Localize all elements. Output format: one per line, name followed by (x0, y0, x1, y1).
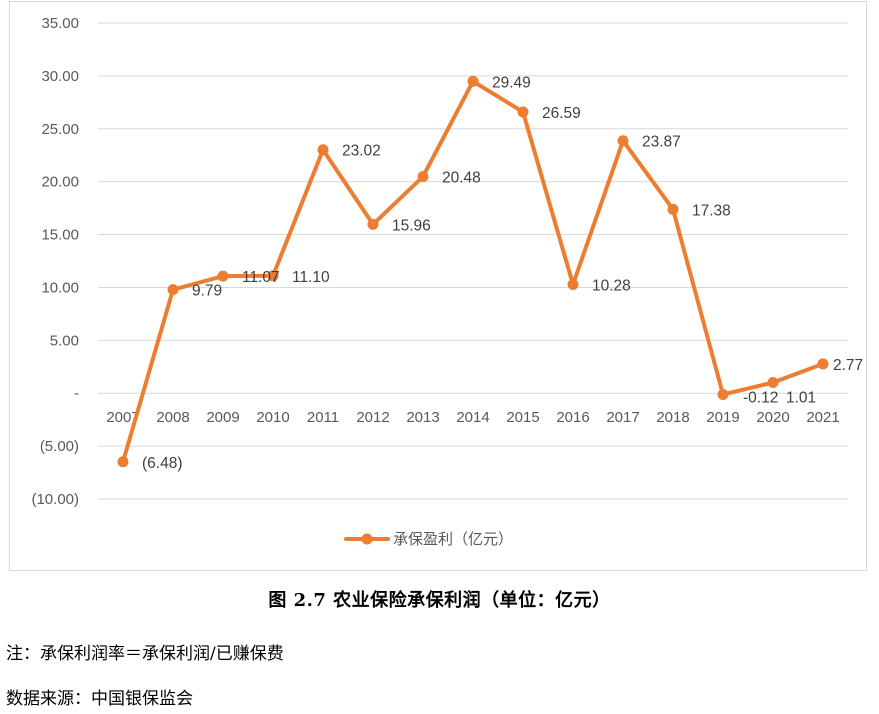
y-tick-label: 20.00 (41, 174, 79, 191)
data-point (317, 144, 329, 156)
x-tick-label: 2017 (606, 409, 639, 426)
data-point (517, 106, 529, 118)
x-tick-label: 2016 (556, 409, 589, 426)
data-label: 10.28 (592, 277, 631, 294)
y-tick-label: 35.00 (41, 15, 79, 32)
data-label: 20.48 (442, 170, 481, 187)
x-tick-label: 2020 (756, 409, 789, 426)
y-tick-label: (10.00) (31, 491, 79, 508)
y-tick-label: (5.00) (40, 438, 79, 455)
data-label: 9.79 (192, 283, 222, 300)
data-point (467, 75, 479, 87)
data-label: (6.48) (142, 455, 183, 472)
data-point (217, 270, 229, 282)
x-tick-label: 2014 (456, 409, 489, 426)
x-tick-label: 2013 (406, 409, 439, 426)
x-tick-label: 2010 (256, 409, 289, 426)
data-label: 11.10 (292, 269, 330, 286)
x-tick-label: 2007 (106, 409, 139, 426)
data-label: 1.01 (786, 390, 816, 407)
x-tick-label: 2015 (506, 409, 539, 426)
data-label: -0.12 (743, 389, 778, 406)
line-chart: 35.00 30.00 25.00 20.00 15.00 10.00 5.00 - (5.00… (31, 15, 863, 548)
x-tick-label: 2018 (656, 409, 689, 426)
x-tick-label: 2012 (356, 409, 389, 426)
data-label: 2.77 (833, 357, 863, 374)
data-point (767, 377, 779, 389)
data-label: 11.07 (242, 269, 280, 286)
chart-frame (9, 1, 867, 571)
data-point (417, 171, 429, 183)
y-tick-label: 15.00 (41, 227, 79, 244)
legend-label: 承保盈利（亿元） (393, 530, 513, 548)
y-tick-label: 25.00 (41, 121, 79, 138)
data-point (267, 270, 279, 282)
x-tick-label: 2021 (806, 409, 839, 426)
y-tick-label: 5.00 (50, 332, 79, 349)
legend-marker (361, 533, 373, 545)
data-point (167, 284, 179, 296)
formula-note: 注：承保利润率＝承保利润/已赚保费 (6, 644, 284, 664)
data-label: 29.49 (492, 74, 531, 91)
data-point (567, 278, 579, 290)
data-label: 26.59 (542, 105, 581, 122)
data-label: 23.87 (642, 134, 681, 151)
data-point (667, 203, 679, 215)
figure-caption: 图 2.7 农业保险承保利润（单位：亿元） (268, 590, 611, 611)
x-tick-label: 2019 (706, 409, 739, 426)
x-tick-label: 2008 (156, 409, 189, 426)
data-label: 23.02 (342, 143, 381, 160)
data-label: 15.96 (392, 217, 431, 234)
data-point (367, 218, 379, 230)
data-point (617, 135, 629, 147)
series-line (121, 79, 825, 464)
data-point (717, 388, 729, 400)
y-tick-label: 10.00 (41, 279, 79, 296)
data-point (817, 358, 829, 370)
y-tick-label: 30.00 (41, 68, 79, 85)
data-label: 17.38 (692, 202, 731, 219)
x-tick-label: 2009 (206, 409, 239, 426)
x-tick-label: 2011 (307, 409, 339, 426)
y-tick-label: - (74, 385, 79, 402)
data-point (117, 456, 129, 468)
data-source-note: 数据来源：中国银保监会 (6, 689, 193, 709)
